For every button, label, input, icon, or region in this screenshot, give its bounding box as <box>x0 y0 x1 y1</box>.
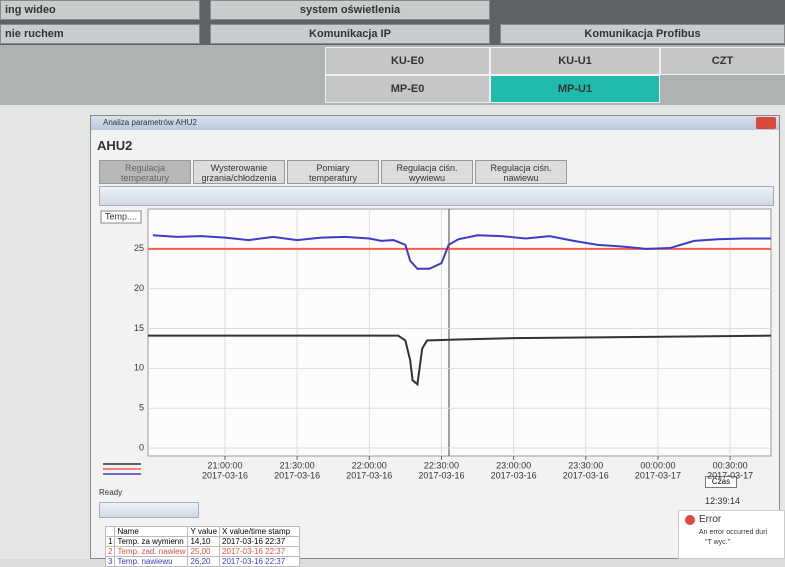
grid-button[interactable]: KU-E0 <box>325 47 490 75</box>
cell: Temp. nawiewu <box>115 557 188 567</box>
x-tick-label: 22:00:00 <box>352 460 387 470</box>
x-tick-label: 00:30:00 <box>713 460 748 470</box>
close-button[interactable] <box>756 117 776 129</box>
cell: Temp. zad. nawiew <box>115 547 188 557</box>
panel: KU-E0 KU-U1 CZT MP-E0 MP-U1 <box>0 45 785 105</box>
nav-button[interactable]: ing wideo <box>0 0 200 20</box>
cell: Temp. za wymienn <box>115 537 188 547</box>
y-tick-label: 0 <box>139 442 144 452</box>
cell: 26,20 <box>188 557 220 567</box>
tab-label: Regulacja ciśn. <box>382 163 472 173</box>
table-header: X value/time stamp <box>220 527 300 537</box>
nav-button[interactable]: Komunikacja IP <box>210 24 490 44</box>
heading: AHU2 <box>97 138 132 153</box>
x-tick-label: 2017-03-16 <box>418 470 464 480</box>
nav-button[interactable]: nie ruchem <box>0 24 200 44</box>
window-title: Analiza parametrów AHU2 <box>91 116 779 130</box>
x-tick-label: 2017-03-16 <box>346 470 392 480</box>
tab-label: Regulacja <box>100 163 190 173</box>
x-tick-label: 00:00:00 <box>640 460 675 470</box>
cell: 1 <box>106 537 115 547</box>
y-tick-label: 5 <box>139 403 144 413</box>
x-tick-label: 2017-03-17 <box>635 470 681 480</box>
cell: 3 <box>106 557 115 567</box>
grid-button[interactable]: MP-E0 <box>325 75 490 103</box>
grid-button[interactable]: MP-U1 <box>490 75 660 103</box>
y-tick-label: 20 <box>134 283 144 293</box>
x-tick-label: 2017-03-17 <box>707 470 753 480</box>
tab-label: Regulacja ciśn. <box>476 163 566 173</box>
error-popup: Error An error occurred duri "T wyc." <box>678 510 785 559</box>
tab-label: nawiewu <box>476 173 566 183</box>
x-tick-label: 2017-03-16 <box>274 470 320 480</box>
error-text: An error occurred duri <box>699 529 767 536</box>
top-bar: ing wideo nie ruchem system oświetlenia … <box>0 0 785 45</box>
grid-button[interactable]: CZT <box>660 47 785 75</box>
table-header: Name <box>115 527 188 537</box>
tab-label: temperatury <box>288 173 378 183</box>
cell: 14,10 <box>188 537 220 547</box>
cell: 2017-03-16 22:37 <box>220 547 300 557</box>
error-detail: "T wyc." <box>705 539 730 546</box>
y-tick-label: 25 <box>134 243 144 253</box>
x-tick-label: 23:30:00 <box>568 460 603 470</box>
table-toolbar <box>99 502 199 518</box>
x-tick-label: 2017-03-16 <box>491 470 537 480</box>
table-header: Y value <box>188 527 220 537</box>
x-tick-label: 21:00:00 <box>207 460 242 470</box>
tab-label: Pomiary <box>288 163 378 173</box>
tab[interactable]: Regulacja ciśn.wywiewu <box>381 160 473 184</box>
cell: 2017-03-16 22:37 <box>220 557 300 567</box>
axis-label: Temp.... <box>105 211 137 221</box>
tab-label: Wysterowanie <box>194 163 284 173</box>
tab[interactable]: Regulacja ciśn.nawiewu <box>475 160 567 184</box>
grid-button[interactable]: KU-U1 <box>490 47 660 75</box>
error-icon <box>685 515 695 525</box>
x-tick-label: 22:30:00 <box>424 460 459 470</box>
y-tick-label: 15 <box>134 323 144 333</box>
error-title: Error <box>699 514 721 525</box>
nav-button[interactable]: Komunikacja Profibus <box>500 24 785 44</box>
x-tick-label: 2017-03-16 <box>202 470 248 480</box>
clock: 12:39:14 <box>705 496 740 506</box>
y-tick-label: 10 <box>134 363 144 373</box>
x-tick-label: 21:30:00 <box>280 460 315 470</box>
chart: Temp.... 051015202521:00:002017-03-1621:… <box>91 196 779 496</box>
x-tick-label: 23:00:00 <box>496 460 531 470</box>
x-tick-label: 2017-03-16 <box>563 470 609 480</box>
nav-button[interactable]: system oświetlenia <box>210 0 490 20</box>
tab-label: wywiewu <box>382 173 472 183</box>
screen: {"top_bar": {"left": ["ing wideo", "nie … <box>0 0 785 559</box>
cell: 25,00 <box>188 547 220 557</box>
cell: 2 <box>106 547 115 557</box>
tab-label: temperatury <box>100 173 190 183</box>
tab-label: grzania/chłodzenia <box>194 173 284 183</box>
cell: 2017-03-16 22:37 <box>220 537 300 547</box>
